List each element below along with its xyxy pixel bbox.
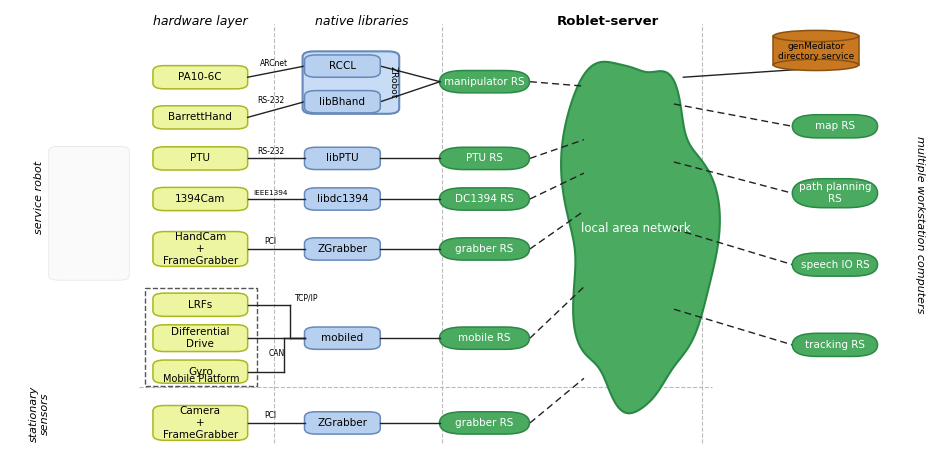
Text: multiple workstation computers: multiple workstation computers: [915, 136, 925, 313]
FancyBboxPatch shape: [305, 147, 380, 170]
Text: TCP/IP: TCP/IP: [295, 294, 318, 303]
Text: HandCam
+
FrameGrabber: HandCam + FrameGrabber: [162, 232, 238, 266]
Text: ZGrabber: ZGrabber: [317, 418, 368, 428]
Text: PTU RS: PTU RS: [466, 153, 503, 163]
Text: tracking RS: tracking RS: [805, 340, 864, 350]
Text: BarrettHand: BarrettHand: [168, 112, 232, 122]
FancyBboxPatch shape: [153, 66, 248, 89]
FancyBboxPatch shape: [303, 51, 399, 114]
Text: DC1394 RS: DC1394 RS: [455, 194, 514, 204]
Text: Camera
+
FrameGrabber: Camera + FrameGrabber: [162, 406, 238, 440]
FancyBboxPatch shape: [305, 91, 380, 113]
Text: PA10-6C: PA10-6C: [179, 72, 222, 82]
Text: libPTU: libPTU: [326, 153, 359, 163]
Text: service robot: service robot: [34, 161, 45, 234]
FancyBboxPatch shape: [440, 327, 529, 350]
Text: libBhand: libBhand: [319, 97, 366, 107]
Text: LRFs: LRFs: [188, 300, 213, 310]
Text: map RS: map RS: [815, 121, 855, 131]
Text: native libraries: native libraries: [314, 15, 408, 28]
Text: libdc1394: libdc1394: [316, 194, 369, 204]
Text: manipulator RS: manipulator RS: [445, 77, 524, 87]
Text: Differential
Drive: Differential Drive: [171, 327, 230, 349]
Text: ZGrabber: ZGrabber: [317, 244, 368, 254]
Text: grabber RS: grabber RS: [455, 244, 514, 254]
Text: speech IO RS: speech IO RS: [801, 260, 869, 270]
Text: PTU: PTU: [190, 153, 210, 163]
FancyBboxPatch shape: [440, 188, 529, 210]
Text: RS-232: RS-232: [256, 97, 284, 106]
Ellipse shape: [773, 59, 859, 70]
Text: hardware layer: hardware layer: [153, 15, 248, 28]
FancyBboxPatch shape: [440, 70, 529, 93]
Text: path planning
RS: path planning RS: [799, 182, 871, 204]
FancyBboxPatch shape: [153, 231, 248, 267]
FancyBboxPatch shape: [153, 293, 248, 316]
Text: RS-232: RS-232: [256, 147, 284, 156]
Text: PCI: PCI: [264, 237, 276, 246]
FancyBboxPatch shape: [153, 360, 248, 383]
Text: CAN: CAN: [269, 349, 285, 358]
FancyBboxPatch shape: [153, 106, 248, 129]
Polygon shape: [561, 62, 720, 413]
FancyBboxPatch shape: [153, 147, 248, 170]
FancyBboxPatch shape: [792, 179, 878, 208]
Text: RCCL: RCCL: [329, 61, 356, 71]
Text: stationary
sensors: stationary sensors: [28, 386, 50, 442]
Text: Roblet-server: Roblet-server: [557, 15, 658, 28]
FancyBboxPatch shape: [792, 333, 878, 356]
FancyBboxPatch shape: [440, 412, 529, 434]
FancyBboxPatch shape: [305, 188, 380, 210]
Text: Gyro: Gyro: [188, 367, 213, 377]
FancyBboxPatch shape: [305, 238, 380, 260]
FancyBboxPatch shape: [305, 55, 380, 77]
Text: IEEE1394: IEEE1394: [253, 190, 288, 196]
FancyBboxPatch shape: [792, 253, 878, 276]
Text: ZRobot: ZRobot: [389, 66, 397, 99]
FancyBboxPatch shape: [440, 238, 529, 260]
FancyBboxPatch shape: [153, 325, 248, 352]
Text: mobile RS: mobile RS: [458, 333, 511, 343]
FancyBboxPatch shape: [440, 147, 529, 170]
Text: ARCnet: ARCnet: [260, 59, 288, 68]
FancyBboxPatch shape: [48, 147, 129, 280]
Ellipse shape: [773, 30, 859, 41]
Bar: [773, 36, 859, 65]
Text: Mobile Platform: Mobile Platform: [163, 374, 239, 384]
FancyBboxPatch shape: [305, 327, 380, 350]
FancyBboxPatch shape: [305, 412, 380, 434]
Text: local area network: local area network: [581, 222, 691, 235]
FancyBboxPatch shape: [153, 188, 248, 211]
Text: mobiled: mobiled: [321, 333, 364, 343]
FancyBboxPatch shape: [792, 115, 878, 138]
Text: 1394Cam: 1394Cam: [175, 194, 225, 204]
Text: PCI: PCI: [264, 411, 276, 420]
Text: genMediator
directory service: genMediator directory service: [778, 42, 854, 61]
Text: grabber RS: grabber RS: [455, 418, 514, 428]
FancyBboxPatch shape: [153, 405, 248, 440]
